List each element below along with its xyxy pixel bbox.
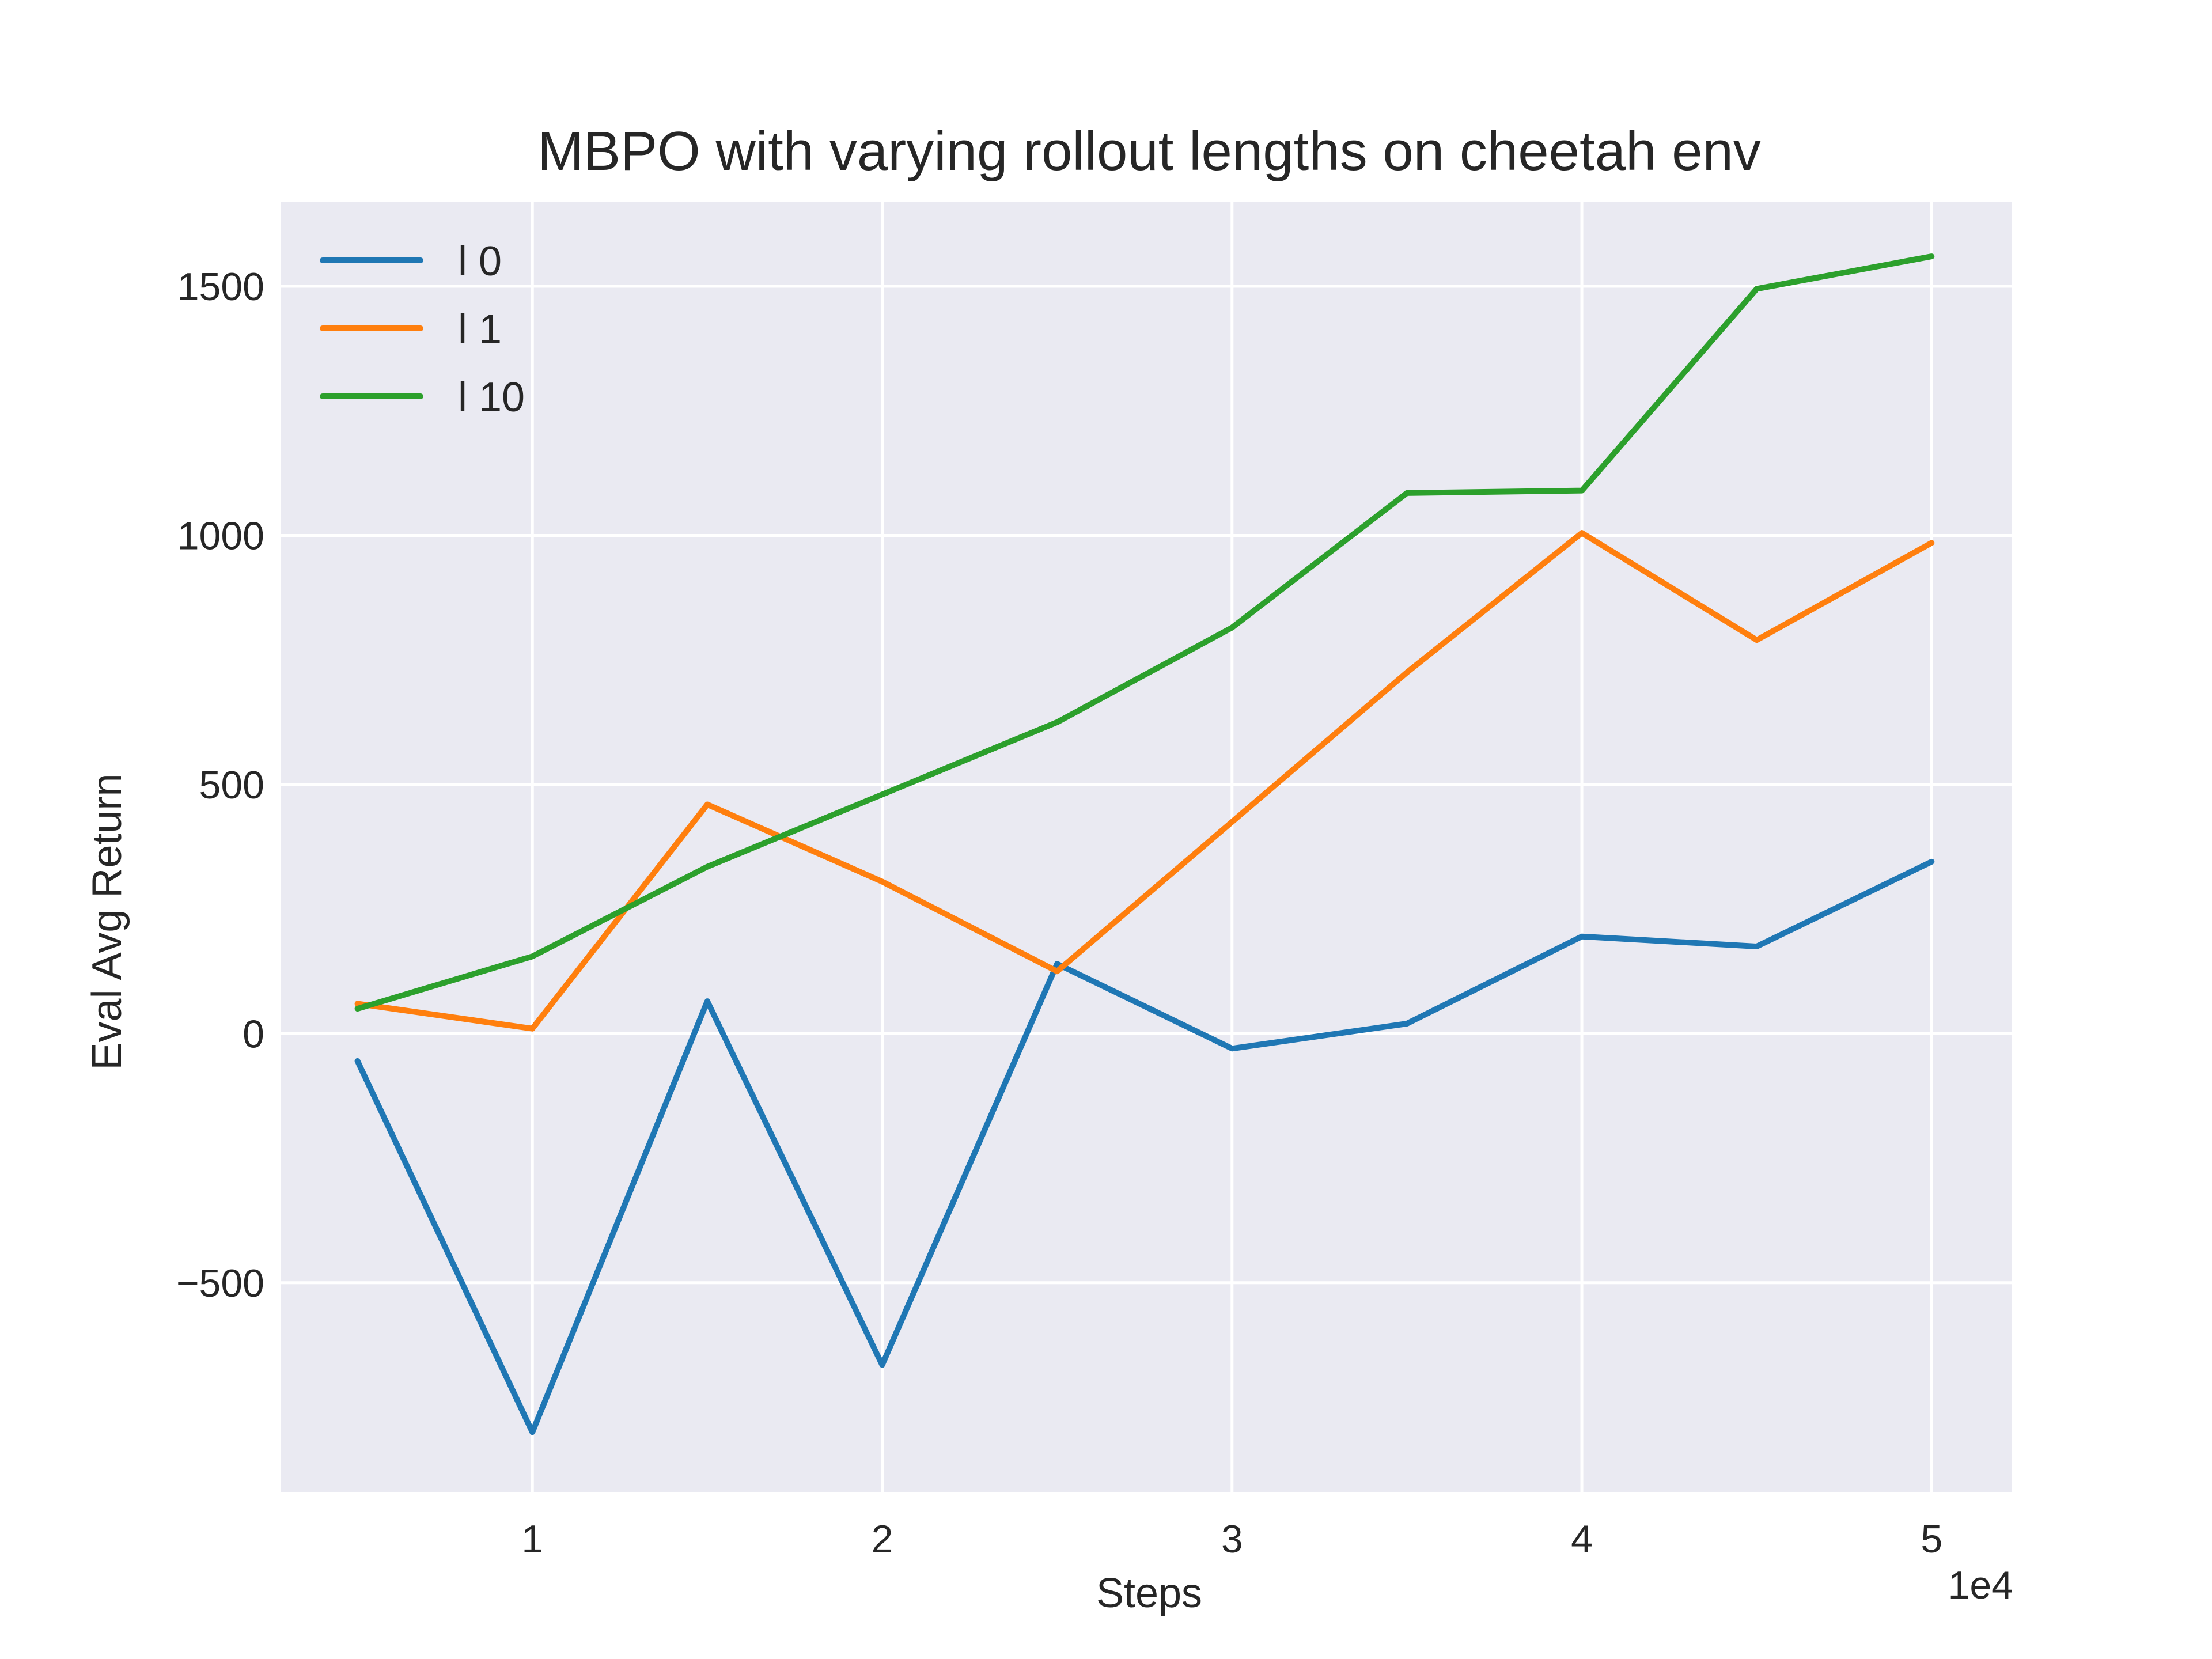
legend: l 0 l 1 l 10: [320, 238, 525, 421]
x-tick-label: 4: [1571, 1517, 1593, 1561]
legend-label: l 1: [458, 306, 502, 353]
x-tick-label: 2: [872, 1517, 893, 1561]
x-axis-label: Steps: [1096, 1570, 1202, 1616]
x-tick-label: 3: [1221, 1517, 1243, 1561]
series-line-1: [354, 530, 1935, 1032]
y-tick-label: 0: [243, 1012, 264, 1056]
series-lines: [354, 253, 1935, 1435]
tick-labels: 1 2 3 4 5 −500 0 500 1000 1500: [176, 265, 1942, 1561]
chart-title: MBPO with varying rollout lengths on che…: [537, 120, 1761, 182]
y-axis-label: Eval Avg Return: [84, 774, 130, 1070]
grid: [281, 202, 2012, 1492]
legend-label: l 0: [458, 238, 502, 285]
y-tick-label: 1500: [177, 265, 264, 309]
x-offset-text: 1e4: [1948, 1563, 2013, 1607]
x-tick-label: 5: [1921, 1517, 1942, 1561]
series-line-2: [354, 253, 1935, 1012]
series-line-0: [354, 858, 1935, 1435]
y-tick-label: 500: [199, 763, 264, 807]
y-tick-label: −500: [176, 1262, 264, 1305]
plot-area: [281, 202, 2012, 1492]
legend-label: l 10: [458, 374, 525, 421]
x-tick-label: 1: [521, 1517, 543, 1561]
y-tick-label: 1000: [177, 514, 264, 558]
